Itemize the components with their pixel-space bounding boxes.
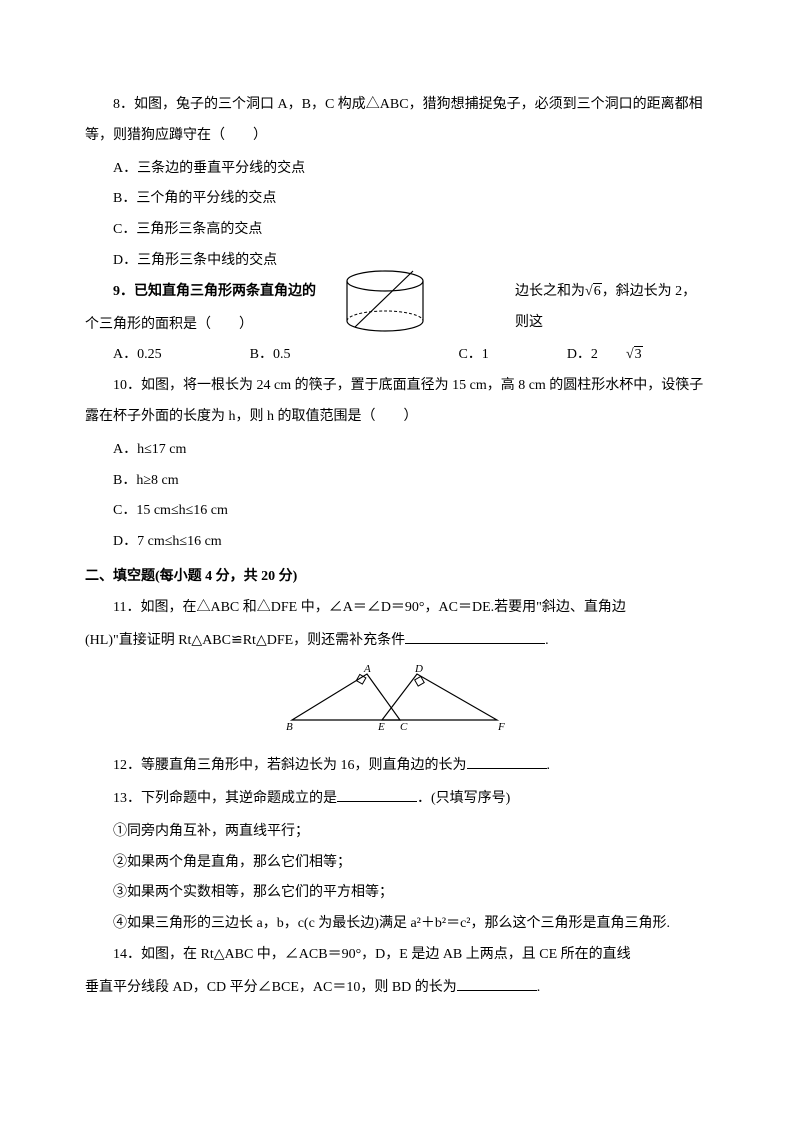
q13-suffix: ．(只填写序号) <box>417 791 510 806</box>
q13-item1: ①同旁内角互补，两直线平行； <box>85 817 708 848</box>
q11-figure: A D B E C F <box>85 662 708 745</box>
q10-opt-d: D．7 cm≤h≤16 cm <box>85 527 708 558</box>
q10-text: 10．如图，将一根长为 24 cm 的筷子，置于底面直径为 15 cm，高 8 … <box>85 371 708 433</box>
q9-opt-b: B．0.5 <box>222 340 291 371</box>
q14-line2: 垂直平分线段 AD，CD 平分∠BCE，AC＝10，则 BD 的长为. <box>85 973 708 1004</box>
q14-line2-prefix: 垂直平分线段 AD，CD 平分∠BCE，AC＝10，则 BD 的长为 <box>85 980 457 995</box>
q10-opt-c: C．15 cm≤h≤16 cm <box>85 496 708 527</box>
svg-text:D: D <box>414 663 423 675</box>
q13-item4: ④如果三角形的三边长 a，b，c(c 为最长边)满足 a²＋b²＝c²，那么这个… <box>85 909 708 940</box>
svg-text:F: F <box>497 721 505 732</box>
q14-blank <box>457 973 537 991</box>
q9-sqrt: 6 <box>593 283 602 299</box>
q9-right-text: 边长之和为6，斜边长为 2，则这 <box>515 277 708 339</box>
q12-blank <box>467 751 547 769</box>
q10-opt-a: A．h≤17 cm <box>85 435 708 466</box>
q8-text: 8．如图，兔子的三个洞口 A，B，C 构成△ABC，猎狗想捕捉兔子，必须到三个洞… <box>85 90 708 152</box>
q13-blank <box>337 784 417 802</box>
q9-opt-c: C．1 <box>430 340 488 371</box>
cylinder-figure <box>335 269 435 354</box>
q13-item2: ②如果两个角是直角，那么它们相等； <box>85 848 708 879</box>
q9-prefix: 9．已知直角三角形两条直角边的 <box>113 284 316 299</box>
svg-text:E: E <box>377 721 385 732</box>
q9-opt-d: D．2 3 <box>539 340 643 371</box>
q14-line2-suffix: . <box>537 980 541 995</box>
q13-prefix: 13．下列命题中，其逆命题成立的是 <box>113 791 337 806</box>
q13: 13．下列命题中，其逆命题成立的是 ．(只填写序号) <box>85 784 708 815</box>
cylinder-icon <box>335 269 435 341</box>
q9-container: 9．已知直角三角形两条直角边的 边长之和为6，斜边长为 2，则这 <box>85 277 708 308</box>
triangles-icon: A D B E C F <box>282 662 512 732</box>
q11-line1: 11．如图，在△ABC 和△DFE 中，∠A＝∠D＝90°，AC＝DE.若要用"… <box>85 593 708 624</box>
q10-opt-b: B．h≥8 cm <box>85 466 708 497</box>
q13-item3: ③如果两个实数相等，那么它们的平方相等； <box>85 878 708 909</box>
svg-text:B: B <box>286 721 293 732</box>
svg-text:C: C <box>400 721 408 732</box>
svg-text:A: A <box>363 663 371 675</box>
q11-line2-suffix: . <box>545 633 549 648</box>
q8-opt-a: A．三条边的垂直平分线的交点 <box>85 154 708 185</box>
q14-line1: 14．如图，在 Rt△ABC 中，∠ACB＝90°，D，E 是边 AB 上两点，… <box>85 940 708 971</box>
section2-header: 二、填空题(每小题 4 分，共 20 分) <box>85 562 708 593</box>
q9-suffix-before: 边长之和为 <box>515 284 585 299</box>
q9-optd-prefix: D．2 <box>567 347 598 362</box>
q12-suffix: . <box>547 758 551 773</box>
q11-line2-prefix: (HL)"直接证明 Rt△ABC≌Rt△DFE，则还需补充条件 <box>85 633 405 648</box>
q8-opt-b: B．三个角的平分线的交点 <box>85 184 708 215</box>
q8-opt-c: C．三角形三条高的交点 <box>85 215 708 246</box>
sqrt-icon: 6 <box>585 277 602 308</box>
q12-prefix: 12．等腰直角三角形中，若斜边长为 16，则直角边的长为 <box>113 758 467 773</box>
q11-blank <box>405 626 545 644</box>
q12: 12．等腰直角三角形中，若斜边长为 16，则直角边的长为. <box>85 751 708 782</box>
q9-optd-sqrt: 3 <box>634 346 643 362</box>
q11-line2: (HL)"直接证明 Rt△ABC≌Rt△DFE，则还需补充条件. <box>85 626 708 657</box>
sqrt-icon-2: 3 <box>598 340 643 371</box>
q9-opt-a: A．0.25 <box>85 340 162 371</box>
